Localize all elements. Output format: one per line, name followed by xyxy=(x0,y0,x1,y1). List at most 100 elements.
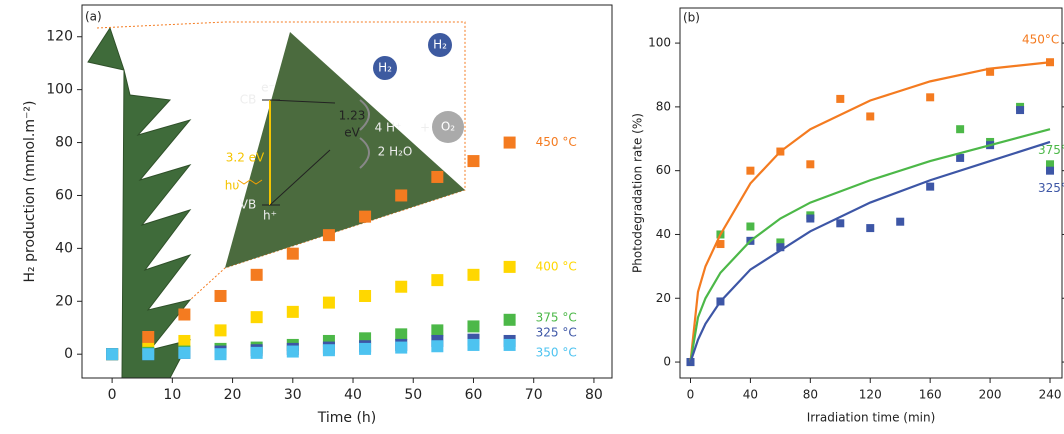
data-point xyxy=(836,94,845,103)
inset-label: h⁺ xyxy=(263,209,277,223)
data-point xyxy=(926,93,935,102)
data-point xyxy=(866,112,875,121)
x-tick-label: 240 xyxy=(1039,388,1062,402)
data-point xyxy=(467,155,480,168)
h-arrow xyxy=(269,149,331,206)
data-point xyxy=(431,274,444,287)
data-point xyxy=(359,342,372,355)
inset-label: 2 H₂O xyxy=(378,145,413,159)
data-point xyxy=(896,217,905,226)
x-tick-label: 40 xyxy=(344,387,362,403)
data-point xyxy=(836,219,845,228)
reaction-arrows xyxy=(359,99,370,169)
inset-label: 1.23 xyxy=(339,109,366,123)
data-point xyxy=(716,240,725,249)
x-tick-label: 40 xyxy=(743,388,758,402)
y-tick-label: 100 xyxy=(46,82,73,98)
data-point xyxy=(214,289,227,302)
data-point xyxy=(395,189,408,202)
data-point xyxy=(806,160,815,169)
data-point xyxy=(503,338,516,351)
y-tick-label: 80 xyxy=(656,99,671,113)
data-point xyxy=(1046,160,1055,169)
x-tick-label: 60 xyxy=(465,387,483,403)
inset-label: H₂ xyxy=(433,38,447,52)
inset-wire xyxy=(225,32,465,268)
data-point xyxy=(322,344,335,357)
data-point xyxy=(1016,106,1025,115)
x-tick-label: 30 xyxy=(284,387,302,403)
x-tick-label: 160 xyxy=(919,388,942,402)
y-tick-label: 40 xyxy=(55,240,73,256)
h2-molecule xyxy=(373,56,397,80)
data-point xyxy=(214,348,227,361)
fit-line xyxy=(689,61,1051,363)
data-point xyxy=(746,166,755,175)
plot-frame xyxy=(81,4,613,379)
data-point xyxy=(431,340,444,353)
y-tick-label: 60 xyxy=(656,163,671,177)
y-tick-label: 80 xyxy=(55,135,73,151)
inset-label: CB xyxy=(240,93,257,107)
data-point xyxy=(503,313,516,326)
data-point xyxy=(359,289,372,302)
zoom-outline xyxy=(96,21,466,301)
data-point xyxy=(503,136,516,149)
x-tick-label: 20 xyxy=(224,387,242,403)
x-tick-label: 80 xyxy=(803,388,818,402)
data-point xyxy=(956,153,965,162)
series-label: 400 °C xyxy=(536,259,577,273)
inset-artwork xyxy=(87,21,466,379)
series-label: 450°C xyxy=(1022,33,1059,47)
series-label: 325 °C xyxy=(536,325,577,339)
inset-label: VB xyxy=(240,198,256,212)
x-tick-label: 10 xyxy=(163,387,181,403)
x-tick-label: 200 xyxy=(979,388,1002,402)
y-tick-label: 60 xyxy=(55,187,73,203)
data-point xyxy=(359,210,372,223)
y-tick-label: 120 xyxy=(46,29,73,45)
series-label: 325°C xyxy=(1038,181,1064,195)
data-point xyxy=(776,238,785,247)
x-axis-label: Time (h) xyxy=(317,410,377,426)
data-point xyxy=(986,67,995,76)
x-tick-label: 70 xyxy=(525,387,543,403)
data-point xyxy=(926,182,935,191)
o2-molecule xyxy=(432,111,464,143)
inset-label: O₂ xyxy=(441,120,455,134)
data-point xyxy=(178,308,191,321)
data-point xyxy=(806,214,815,223)
data-point xyxy=(178,346,191,359)
panel-label: (a) xyxy=(85,10,102,24)
series-label: 350 °C xyxy=(536,345,577,359)
data-point xyxy=(286,247,299,260)
x-tick-label: 0 xyxy=(687,388,695,402)
data-point xyxy=(866,224,875,233)
y-axis-label: Photodegradation rate (%) xyxy=(631,113,645,273)
x-tick-label: 80 xyxy=(585,387,603,403)
data-point xyxy=(395,280,408,293)
data-point xyxy=(214,324,227,337)
y-tick-label: 40 xyxy=(656,227,671,241)
inset-label: e⁻ xyxy=(261,81,275,95)
y-tick-label: 20 xyxy=(656,291,671,305)
data-point xyxy=(322,229,335,242)
data-point xyxy=(467,268,480,281)
series-label: 450 °C xyxy=(536,135,577,149)
x-tick-label: 120 xyxy=(859,388,882,402)
data-point xyxy=(467,338,480,351)
photon xyxy=(237,179,263,185)
data-point xyxy=(956,125,965,134)
data-point xyxy=(250,346,263,359)
y-axis-label: H₂ production (mmol.m⁻²) xyxy=(22,101,38,283)
data-point xyxy=(776,243,785,252)
nanowire xyxy=(87,26,192,379)
inset-label: H₂ xyxy=(378,61,392,75)
data-point xyxy=(1046,166,1055,175)
data-point xyxy=(746,222,755,231)
data-point xyxy=(142,348,155,361)
fit-line xyxy=(689,128,1051,363)
data-point xyxy=(106,348,119,361)
